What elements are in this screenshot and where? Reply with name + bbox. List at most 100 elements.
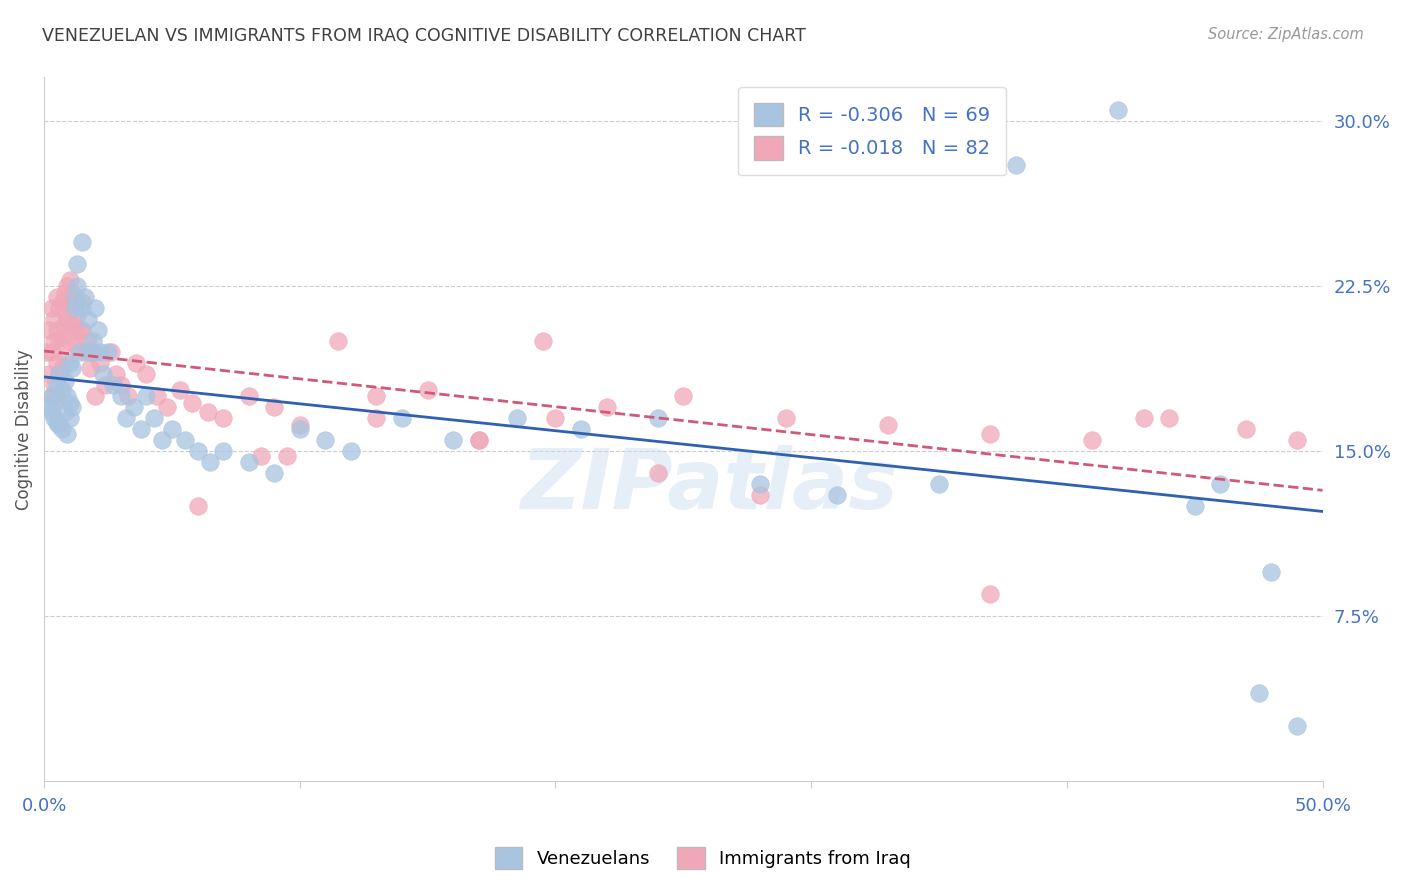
Point <box>186 444 208 458</box>
Text: ZIPatlas: ZIPatlas <box>520 445 898 526</box>
Point <box>69 345 91 359</box>
Point <box>468 434 491 448</box>
Point <box>44 334 66 349</box>
Point <box>76 312 98 326</box>
Point <box>72 235 94 250</box>
Point <box>1132 411 1154 425</box>
Point <box>82 334 104 349</box>
Point <box>53 374 76 388</box>
Point <box>125 356 148 370</box>
Point <box>53 405 76 419</box>
Point <box>876 417 898 432</box>
Point <box>979 587 1001 601</box>
Point <box>150 434 173 448</box>
Point <box>82 345 104 359</box>
Point <box>44 312 66 326</box>
Point <box>45 290 67 304</box>
Point <box>569 422 592 436</box>
Point <box>45 389 67 403</box>
Point <box>89 345 111 359</box>
Point <box>94 378 117 392</box>
Point <box>41 405 63 419</box>
Point <box>366 411 388 425</box>
Point <box>38 368 60 382</box>
Point <box>38 401 60 415</box>
Point <box>48 417 70 432</box>
Point <box>238 455 260 469</box>
Point <box>115 411 138 425</box>
Point <box>250 449 273 463</box>
Point <box>72 301 94 316</box>
Point <box>672 389 695 403</box>
Point <box>1234 422 1257 436</box>
Point <box>60 360 83 375</box>
Point <box>979 426 1001 441</box>
Point <box>48 368 70 382</box>
Point <box>160 422 183 436</box>
Point <box>135 389 157 403</box>
Point <box>366 389 388 403</box>
Point <box>1081 434 1104 448</box>
Point <box>69 323 91 337</box>
Point <box>41 345 63 359</box>
Text: VENEZUELAN VS IMMIGRANTS FROM IRAQ COGNITIVE DISABILITY CORRELATION CHART: VENEZUELAN VS IMMIGRANTS FROM IRAQ COGNI… <box>42 27 806 45</box>
Point <box>506 411 529 425</box>
Point <box>288 417 311 432</box>
Point <box>45 378 67 392</box>
Point <box>391 411 413 425</box>
Point <box>48 334 70 349</box>
Point <box>1247 686 1270 700</box>
Point <box>48 368 70 382</box>
Point <box>66 308 89 322</box>
Point <box>288 422 311 436</box>
Point <box>173 434 195 448</box>
Point <box>340 444 363 458</box>
Point <box>1159 411 1181 425</box>
Point <box>51 422 73 436</box>
Point <box>51 294 73 309</box>
Point <box>87 323 110 337</box>
Point <box>73 345 96 359</box>
Point <box>212 411 235 425</box>
Point <box>595 401 617 415</box>
Point <box>328 334 350 349</box>
Point <box>825 488 848 502</box>
Point <box>122 401 145 415</box>
Point <box>56 312 79 326</box>
Point <box>97 345 120 359</box>
Point <box>647 411 669 425</box>
Point <box>45 356 67 370</box>
Point <box>53 350 76 364</box>
Point <box>44 378 66 392</box>
Point <box>60 317 83 331</box>
Point <box>91 368 114 382</box>
Point <box>51 360 73 375</box>
Point <box>101 378 124 392</box>
Point <box>647 467 669 481</box>
Point <box>110 378 132 392</box>
Point <box>89 356 111 370</box>
Point <box>41 301 63 316</box>
Point <box>48 301 70 316</box>
Point <box>59 273 82 287</box>
Point <box>749 477 772 491</box>
Point <box>169 383 191 397</box>
Point <box>531 334 554 349</box>
Point <box>59 411 82 425</box>
Point <box>156 401 179 415</box>
Y-axis label: Cognitive Disability: Cognitive Disability <box>15 349 32 510</box>
Point <box>84 301 107 316</box>
Point <box>44 396 66 410</box>
Point <box>72 323 94 337</box>
Point <box>60 285 83 300</box>
Point <box>63 301 86 316</box>
Point <box>63 323 86 337</box>
Point <box>928 477 950 491</box>
Point <box>63 290 86 304</box>
Point <box>79 360 101 375</box>
Point <box>135 368 157 382</box>
Point <box>1260 566 1282 580</box>
Point <box>1184 500 1206 514</box>
Point <box>1004 158 1026 172</box>
Point <box>544 411 567 425</box>
